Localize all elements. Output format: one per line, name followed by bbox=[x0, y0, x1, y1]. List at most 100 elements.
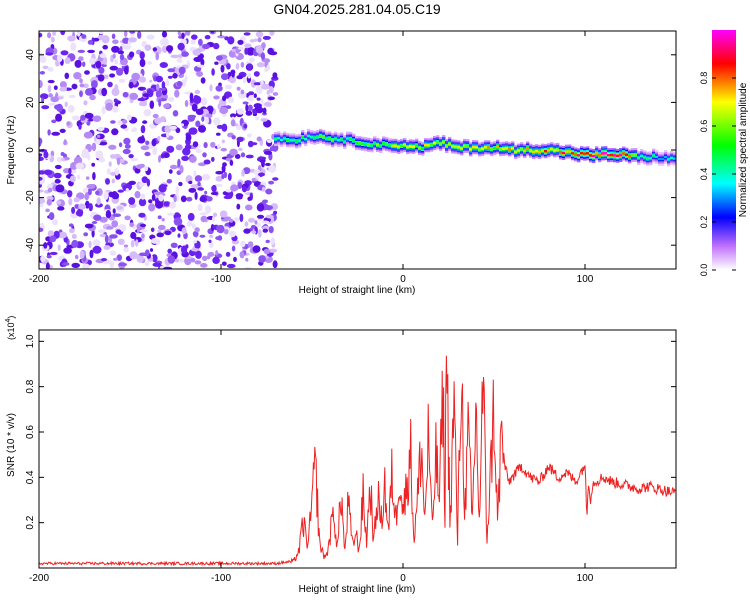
noise-blob bbox=[105, 102, 113, 111]
noise-blob bbox=[45, 262, 50, 269]
noise-blob bbox=[139, 252, 147, 257]
ridge-segment bbox=[277, 137, 281, 140]
noise-blob bbox=[67, 104, 75, 113]
spectrogram-xtick-label: 100 bbox=[577, 274, 594, 285]
snr-ytick-label: 0.2 bbox=[25, 515, 36, 529]
noise-blob bbox=[96, 197, 101, 206]
noise-blob bbox=[70, 42, 77, 51]
noise-blob bbox=[39, 138, 42, 147]
noise-blob bbox=[52, 31, 57, 36]
noise-blob bbox=[109, 73, 116, 78]
noise-blob bbox=[77, 49, 86, 54]
noise-blob bbox=[229, 159, 234, 166]
noise-blob bbox=[193, 240, 197, 244]
noise-blob bbox=[97, 229, 106, 233]
snr-frame bbox=[38, 329, 677, 569]
noise-blob bbox=[235, 62, 240, 70]
noise-blob bbox=[254, 38, 258, 42]
noise-blob bbox=[158, 194, 164, 202]
noise-blob bbox=[84, 223, 94, 229]
noise-blob bbox=[89, 57, 96, 65]
noise-blob bbox=[70, 162, 78, 171]
ridge-segment bbox=[556, 148, 560, 152]
snr-panel: -200 -100 0 100 0.2 0.4 0.6 0.8 1.0 Height of st… bbox=[5, 316, 677, 595]
noise-blob bbox=[268, 86, 274, 94]
ridge-segment bbox=[397, 145, 401, 149]
ridge-segment bbox=[571, 152, 575, 155]
noise-blob bbox=[67, 35, 76, 42]
noise-blob bbox=[231, 135, 236, 140]
noise-blob bbox=[88, 118, 94, 122]
noise-blob bbox=[265, 188, 273, 195]
noise-blob bbox=[243, 228, 251, 234]
noise-blob bbox=[108, 161, 112, 167]
noise-blob bbox=[95, 60, 102, 69]
noise-blob bbox=[109, 234, 118, 239]
noise-blob bbox=[202, 255, 208, 261]
noise-blob bbox=[92, 172, 96, 181]
noise-blob bbox=[106, 168, 111, 175]
noise-blob bbox=[191, 34, 198, 40]
noise-blob bbox=[179, 165, 184, 174]
noise-blob bbox=[148, 203, 156, 212]
noise-blob bbox=[166, 45, 174, 52]
noise-blob bbox=[88, 240, 92, 249]
noise-blob bbox=[132, 127, 138, 132]
ridge-segment bbox=[574, 153, 578, 156]
noise-blob bbox=[272, 92, 279, 96]
noise-blob bbox=[55, 184, 65, 193]
noise-blob bbox=[186, 196, 193, 202]
ridge-segment bbox=[502, 147, 506, 150]
noise-blob bbox=[204, 190, 208, 195]
noise-blob bbox=[60, 50, 69, 56]
noise-blob bbox=[81, 34, 87, 39]
snr-ytick-label: 0.4 bbox=[25, 470, 36, 484]
ridge-segment bbox=[295, 140, 299, 143]
noise-blob bbox=[196, 64, 205, 68]
noise-blob bbox=[136, 254, 144, 263]
noise-blob bbox=[124, 31, 128, 38]
noise-blob bbox=[147, 61, 152, 65]
noise-blob bbox=[246, 133, 252, 138]
noise-blob bbox=[98, 66, 105, 74]
ridge-segment bbox=[304, 137, 308, 141]
ridge-segment bbox=[667, 158, 671, 161]
noise-blob bbox=[129, 222, 135, 227]
noise-blob bbox=[204, 205, 212, 214]
ridge-segment bbox=[598, 154, 602, 157]
noise-blob bbox=[79, 78, 83, 84]
noise-blob bbox=[109, 65, 119, 71]
noise-blob bbox=[39, 156, 44, 161]
noise-blob bbox=[166, 132, 170, 138]
ridge-segment bbox=[631, 153, 635, 157]
noise-blob bbox=[231, 48, 236, 52]
noise-blob bbox=[200, 263, 208, 268]
noise-region bbox=[39, 31, 279, 269]
noise-blob bbox=[48, 93, 53, 98]
noise-blob bbox=[249, 39, 256, 43]
noise-blob bbox=[215, 250, 219, 256]
noise-blob bbox=[60, 152, 65, 156]
ridge-segment bbox=[415, 144, 419, 147]
ridge-segment bbox=[619, 153, 623, 157]
noise-blob bbox=[163, 266, 173, 269]
noise-blob bbox=[134, 167, 141, 174]
noise-blob bbox=[163, 103, 171, 109]
ridge-segment bbox=[427, 144, 431, 147]
noise-blob bbox=[248, 95, 254, 102]
noise-blob bbox=[52, 219, 58, 226]
noise-blob bbox=[238, 147, 243, 152]
noise-blob bbox=[249, 142, 258, 146]
ridge-segment bbox=[388, 144, 392, 147]
noise-blob bbox=[121, 119, 128, 124]
noise-blob bbox=[157, 224, 166, 231]
noise-blob bbox=[246, 47, 256, 56]
noise-blob bbox=[273, 210, 278, 215]
noise-blob bbox=[219, 106, 229, 115]
noise-blob bbox=[129, 92, 139, 100]
noise-blob bbox=[68, 198, 73, 206]
noise-blob bbox=[51, 131, 61, 136]
noise-blob bbox=[88, 203, 93, 212]
noise-blob bbox=[137, 97, 146, 102]
noise-blob bbox=[56, 54, 63, 63]
